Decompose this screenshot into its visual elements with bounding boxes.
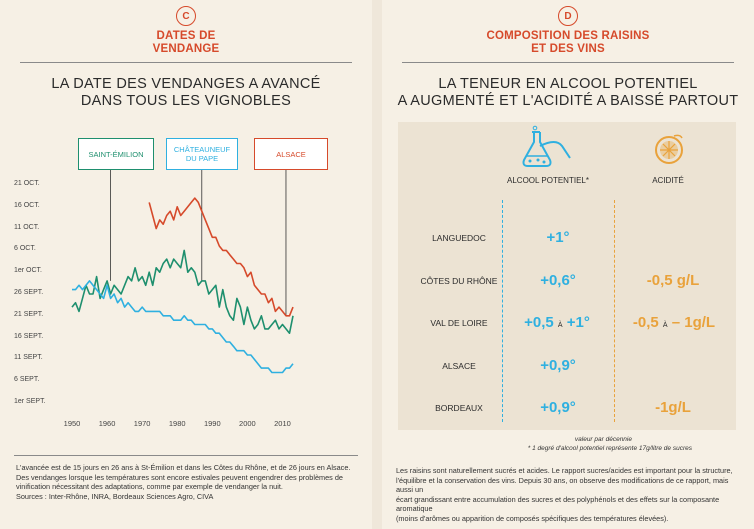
series-line-ch-teauneuf-du-pape xyxy=(72,280,294,374)
row-label-cotes-du-rhone: CÔTES DU RHÔNE xyxy=(420,276,498,286)
chart-headline-line2: DANS TOUS LES VIGNOBLES xyxy=(80,93,292,109)
callout-saint-emilion: SAINT-ÉMILION xyxy=(78,138,154,170)
chart-headline: LA DATE DES VENDANGES A AVANCÉ DANS TOUS… xyxy=(0,76,372,110)
footnote-d: Les raisins sont naturellement sucrés et… xyxy=(396,466,746,524)
harvest-date-chart xyxy=(71,170,294,374)
y-tick-label: 21 SEPT. xyxy=(14,310,44,318)
section-badge-c: C xyxy=(176,6,196,26)
x-tick-label: 2010 xyxy=(274,419,291,428)
footnote-c-line: Des vendanges lorsque les températures s… xyxy=(16,472,343,482)
acid-value-val-de-loire: -0,5 À – 1g/L xyxy=(616,314,732,331)
column-header-acidity: ACIDITÉ xyxy=(652,176,684,185)
note-per-decade: valeur par décennie xyxy=(574,436,632,443)
y-tick-label: 26 SEPT. xyxy=(14,289,44,296)
footnote-c-line: L'avancée est de 15 jours en 26 ans à St… xyxy=(16,463,351,472)
y-tick-label: 21 OCT. xyxy=(14,180,40,187)
x-tick-label: 2000 xyxy=(239,419,256,428)
chart-headline-line1: LA DATE DES VENDANGES A AVANCÉ xyxy=(51,76,321,92)
composition-table xyxy=(398,122,736,430)
section-title-d-line1: COMPOSITION DES RAISINS xyxy=(486,30,650,42)
row-label-bordeaux: BORDEAUX xyxy=(435,403,483,413)
acid-value-cotes-du-rhone: -0,5 g/L xyxy=(646,272,700,289)
y-tick-label: 16 SEPT. xyxy=(14,332,44,340)
alcohol-value-val-de-loire: +0,5 À +1° xyxy=(504,314,610,331)
acid-value-bordeaux: -1g/L xyxy=(655,399,691,416)
footnote-divider xyxy=(14,455,358,456)
table-headline-line2: A AUGMENTÉ ET L'ACIDITÉ A BAISSÉ PARTOUT xyxy=(397,93,739,109)
lemon-icon xyxy=(655,134,683,164)
y-tick-label: 6 OCT. xyxy=(14,245,36,253)
section-title-d: COMPOSITION DES RAISINS ET DES VINS xyxy=(382,30,754,56)
footnote-d-line: l'équilibre et la conservation des vins.… xyxy=(396,475,729,495)
table-headline: LA TENEUR EN ALCOOL POTENTIEL A AUGMENTÉ… xyxy=(382,76,754,110)
y-tick-label: 6 SEPT. xyxy=(14,376,40,384)
y-tick-label: 16 OCT. xyxy=(14,201,40,209)
section-title-c-line1: DATES DE xyxy=(156,30,216,42)
divider xyxy=(20,62,352,63)
row-label-languedoc: LANGUEDOC xyxy=(432,233,486,243)
column-divider-acidity xyxy=(614,200,615,422)
panel-harvest-dates: C DATES DE VENDANGE LA DATE DES VENDANGE… xyxy=(0,0,372,529)
note-alcohol-definition: * 1 degré d'alcool potentiel représente … xyxy=(527,445,692,452)
alcohol-value-cotes-du-rhone: +0,6° xyxy=(540,272,576,289)
callout-chateauneuf-line2: DU PAPE xyxy=(185,154,219,163)
alcohol-value-val-de-loire-high: +1° xyxy=(566,314,590,331)
footnote-d-line: écart grandissant entre accumulation des… xyxy=(396,494,720,514)
callout-alsace: ALSACE xyxy=(254,138,328,170)
x-tick-label: 1950 xyxy=(63,419,81,428)
alcohol-value-languedoc: +1° xyxy=(546,229,570,246)
section-title-c-line2: VENDANGE xyxy=(152,43,220,55)
column-divider-alcohol xyxy=(502,200,503,422)
alcohol-value-bordeaux: +0,9° xyxy=(540,399,576,416)
footnote-c: L'avancée est de 15 jours en 26 ans à St… xyxy=(16,463,361,501)
range-joiner: À xyxy=(557,322,563,329)
series-line-alsace xyxy=(148,197,294,317)
section-title-c: DATES DE VENDANGE xyxy=(0,30,372,56)
acid-value-val-de-loire-low: -0,5 xyxy=(632,314,659,331)
row-label-alsace: ALSACE xyxy=(442,361,476,371)
x-tick-label: 1980 xyxy=(168,419,186,428)
divider xyxy=(402,62,734,63)
row-label-val-de-loire: VAL DE LOIRE xyxy=(430,318,488,328)
footnote-d-line: Les raisins sont naturellement sucrés et… xyxy=(396,466,733,475)
callout-chateauneuf: CHÂTEAUNEUF DU PAPE xyxy=(166,138,238,170)
y-tick-label: 1er OCT. xyxy=(14,267,43,275)
footnote-d-line: (moins d'arômes ou apparition de composé… xyxy=(396,513,669,523)
flask-icon xyxy=(522,125,571,167)
section-title-d-line2: ET DES VINS xyxy=(531,43,605,55)
range-joiner: À xyxy=(662,322,668,329)
table-headline-line1: LA TENEUR EN ALCOOL POTENTIEL xyxy=(438,76,698,92)
x-tick-label: 1960 xyxy=(98,419,116,428)
alcohol-value-val-de-loire-low: +0,5 xyxy=(524,314,554,331)
series-line-saint-milion xyxy=(71,249,294,335)
y-tick-label: 11 OCT. xyxy=(14,223,40,231)
column-header-alcohol: ALCOOL POTENTIEL* xyxy=(507,176,589,185)
section-badge-d: D xyxy=(558,6,578,26)
y-tick-label: 11 SEPT. xyxy=(14,354,43,362)
footnote-c-line: Sources : Inter-Rhône, INRA, Bordeaux Sc… xyxy=(16,491,214,501)
panel-grape-composition: D COMPOSITION DES RAISINS ET DES VINS LA… xyxy=(382,0,754,529)
alcohol-value-alsace: +0,9° xyxy=(540,357,576,374)
x-tick-label: 1970 xyxy=(133,419,151,428)
acid-value-val-de-loire-high: – 1g/L xyxy=(671,314,716,331)
callout-chateauneuf-line1: CHÂTEAUNEUF xyxy=(173,145,231,154)
x-tick-label: 1990 xyxy=(203,419,221,428)
footnote-c-line: vinification nécessitant des adaptations… xyxy=(16,482,283,492)
y-tick-label: 1er SEPT. xyxy=(14,398,46,405)
